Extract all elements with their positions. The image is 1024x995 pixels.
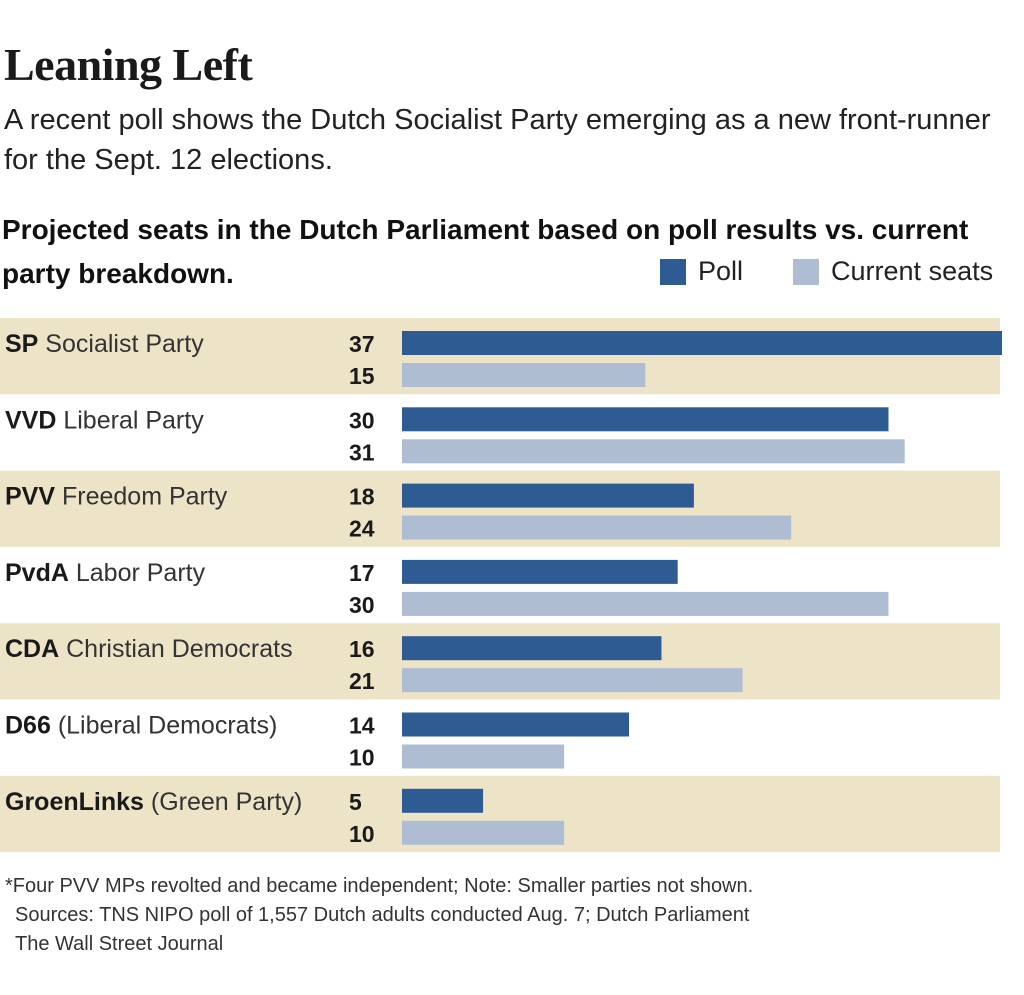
category-name: Labor Party bbox=[69, 559, 206, 587]
category-label: CDA Christian Democrats bbox=[5, 635, 293, 663]
category-label: PVV Freedom Party bbox=[5, 483, 228, 511]
category-name: Liberal Party bbox=[56, 406, 204, 434]
category-abbr: PVV bbox=[5, 483, 55, 511]
category-label: SP Socialist Party bbox=[5, 330, 204, 358]
data-label-poll: 17 bbox=[349, 560, 375, 586]
category-abbr: VVD bbox=[5, 406, 56, 434]
category-label: GroenLinks (Green Party) bbox=[5, 788, 302, 816]
category-abbr: PvdA bbox=[5, 559, 69, 587]
bar-current bbox=[402, 820, 565, 845]
data-label-poll: 16 bbox=[349, 636, 375, 662]
data-label-current: 15 bbox=[349, 363, 375, 389]
chart-subtitle: A recent poll shows the Dutch Socialist … bbox=[4, 104, 991, 176]
category-name: (Liberal Democrats) bbox=[51, 712, 277, 740]
bar-current bbox=[402, 363, 646, 387]
category-name: (Green Party) bbox=[144, 788, 302, 816]
bar-poll bbox=[402, 407, 889, 432]
chart-heading: Projected seats in the Dutch Parliament … bbox=[2, 214, 969, 289]
footnote-sources: Sources: TNS NIPO poll of 1,557 Dutch ad… bbox=[15, 904, 750, 926]
category-abbr: D66 bbox=[5, 712, 51, 740]
bar-poll bbox=[402, 559, 678, 584]
bar-current bbox=[402, 515, 792, 540]
data-label-poll: 30 bbox=[349, 407, 375, 433]
data-label-poll: 37 bbox=[349, 331, 375, 357]
category-label: VVD Liberal Party bbox=[5, 406, 204, 434]
category-name: Freedom Party bbox=[55, 483, 228, 511]
bar-current bbox=[402, 744, 565, 769]
data-label-current: 24 bbox=[349, 516, 375, 542]
legend-swatch-poll bbox=[660, 258, 686, 285]
data-label-poll: 5 bbox=[349, 789, 362, 815]
category-abbr: GroenLinks bbox=[5, 788, 144, 816]
bar-poll bbox=[402, 788, 484, 813]
category-name: Christian Democrats bbox=[59, 635, 292, 663]
category-label: D66 (Liberal Democrats) bbox=[5, 712, 277, 740]
category-label: PvdA Labor Party bbox=[5, 559, 206, 587]
legend-label-poll: Poll bbox=[698, 256, 744, 286]
legend-label-current: Current seats bbox=[831, 256, 994, 286]
legend-item-poll: Poll bbox=[660, 256, 743, 287]
data-label-current: 21 bbox=[349, 668, 375, 694]
bar-poll bbox=[402, 636, 662, 661]
data-label-current: 31 bbox=[349, 439, 375, 465]
bar-current bbox=[402, 591, 889, 616]
bar-current bbox=[402, 439, 905, 464]
category-abbr: SP bbox=[5, 330, 38, 358]
bar-current bbox=[402, 668, 743, 693]
category-name: Socialist Party bbox=[38, 330, 204, 358]
bar-poll bbox=[402, 331, 1002, 355]
data-label-current: 10 bbox=[349, 745, 375, 771]
data-label-poll: 14 bbox=[349, 713, 375, 739]
chart-legend: Poll Current seats bbox=[660, 256, 993, 287]
footnote-credit: The Wall Street Journal bbox=[15, 933, 224, 955]
data-label-current: 30 bbox=[349, 592, 375, 618]
data-label-current: 10 bbox=[349, 821, 375, 847]
footnotes: *Four PVV MPs revolted and became indepe… bbox=[5, 872, 1015, 959]
chart-title: Leaning Left bbox=[4, 39, 253, 90]
category-abbr: CDA bbox=[5, 635, 59, 663]
footnote-note: *Four PVV MPs revolted and became indepe… bbox=[5, 875, 754, 897]
bar-poll bbox=[402, 712, 630, 737]
legend-swatch-current bbox=[793, 258, 820, 285]
bar-poll bbox=[402, 483, 694, 508]
data-label-poll: 18 bbox=[349, 484, 375, 510]
legend-item-current: Current seats bbox=[793, 256, 993, 287]
